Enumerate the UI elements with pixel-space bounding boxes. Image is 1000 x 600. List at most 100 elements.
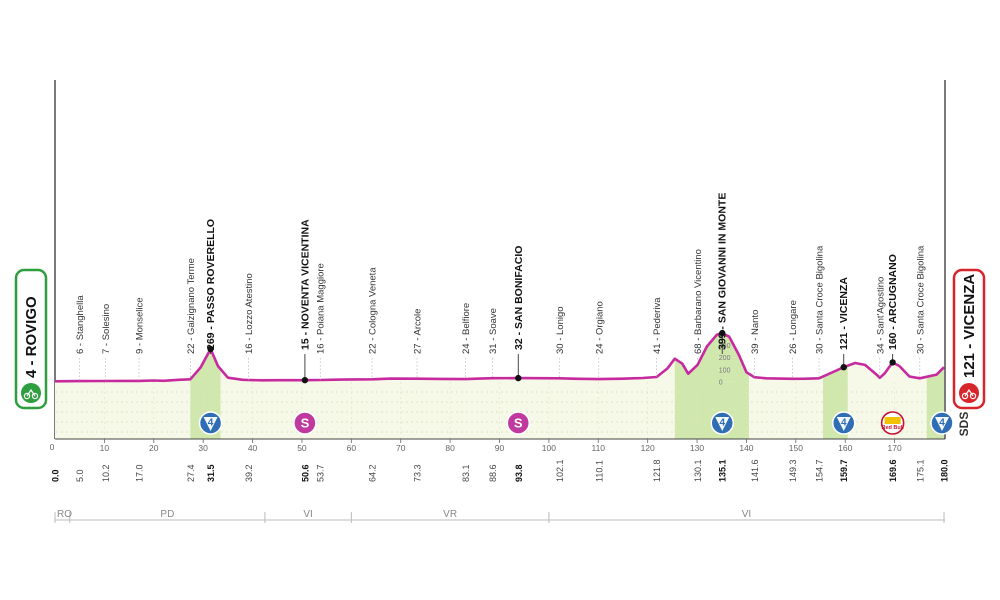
waypoint-label-8: 22 - Cologna Veneta: [368, 267, 379, 354]
waypoint-km-14: 110.1: [594, 460, 604, 482]
waypoint-dot-4: [207, 345, 214, 353]
sponsor-mark: SDS: [957, 412, 971, 437]
waypoint-label-7: 16 - Poiana Maggiore: [316, 263, 327, 354]
x-tick-10: 10: [100, 443, 110, 453]
x-tick-150: 150: [789, 443, 803, 453]
redbull-marker-sun-5: [884, 417, 901, 424]
waypoint-km-5: 39.2: [244, 464, 254, 482]
profile-line: [54, 331, 945, 383]
province-label-3: VR: [443, 509, 457, 520]
start-badge-icon-wheel-b: [31, 392, 39, 400]
waypoint-label-4: 269 - PASSO ROVERELLO: [205, 219, 217, 350]
waypoint-label-23: 160 - ARCUGNANO: [887, 254, 899, 350]
waypoint-km-17: 135.1: [718, 459, 728, 482]
start-finish-badges: 4 - ROVIGO 121 - VICENZA: [14, 268, 986, 410]
x-tick-100: 100: [542, 443, 556, 453]
start-badge-icon: [21, 383, 41, 403]
waypoint-label-5: 16 - Lozzo Atestino: [244, 273, 255, 354]
waypoint-km-3: 27.4: [186, 464, 196, 482]
waypoint-label-17: 399 - SAN GIOVANNI IN MONTE: [717, 193, 729, 350]
waypoint-dot-21: [840, 363, 847, 371]
x-tick-40: 40: [248, 443, 258, 453]
waypoint-km-16: 130.1: [693, 459, 703, 482]
gpm-marker-text-0: 4: [208, 418, 214, 429]
waypoint-label-22: 34 - Sant'Agostino: [875, 277, 886, 354]
waypoint-label-0: 6 - Stanghella: [75, 295, 86, 354]
x-tick-20: 20: [149, 443, 159, 453]
waypoint-label-2: 9 - Monselice: [134, 298, 145, 355]
race-markers: 4 S S 4 4 Red Bull 4 SDS: [198, 411, 971, 437]
altitude-tick-0: 0: [719, 380, 723, 387]
waypoint-label-19: 26 - Longare: [788, 300, 799, 354]
redbull-marker-text-5: Red Bull: [881, 425, 904, 431]
x-tick-90: 90: [495, 443, 505, 453]
waypoint-km-18: 141.6: [750, 459, 760, 482]
province-bar: RO PD VI VR VI: [54, 509, 945, 523]
finish-badge-label: 121 - VICENZA: [961, 274, 978, 378]
sprint-marker-text-2: S: [514, 416, 523, 431]
gpm-marker-triangle-0: [203, 417, 218, 431]
waypoint-label-16: 68 - Barbarano Vicentino: [693, 249, 704, 354]
waypoint-km-8: 64.2: [368, 464, 378, 482]
altitude-tick-200: 200: [719, 355, 731, 362]
waypoint-km-23: 169.6: [888, 459, 898, 482]
start-badge-label: 4 - ROVIGO: [23, 296, 40, 378]
waypoint-leader-lines: [79, 329, 921, 384]
waypoint-label-3: 22 - Galzignano Terme: [186, 258, 197, 354]
waypoint-km-12: 93.8: [514, 464, 524, 482]
sprint-marker-1: [293, 411, 317, 435]
waypoint-dot-17: [719, 329, 726, 337]
waypoint-km-0: 5.0: [75, 469, 85, 482]
altitude-grid: [54, 80, 946, 439]
waypoint-label-20: 30 - Santa Croce Bigolina: [815, 245, 826, 354]
waypoint-km-21: 159.7: [839, 459, 849, 482]
x-tick-50: 50: [297, 443, 307, 453]
sprint-marker-text-1: S: [301, 416, 310, 431]
gpm-marker-text-6: 4: [939, 418, 945, 429]
waypoint-km-19: 149.3: [788, 459, 798, 482]
start-badge-icon-wheel-a: [23, 392, 31, 400]
waypoint-label-9: 27 - Arcole: [413, 309, 424, 354]
km-labels: 5.0 10.2 17.0 27.4 31.5 39.2 50.6 53.7 64.2 73.3 8…: [51, 459, 950, 482]
distance-axis: 0 10 20 30 40 50 60 70 80 90 100 110 120 130 140 150 160…: [50, 438, 945, 453]
waypoint-dot-12: [515, 374, 522, 382]
waypoint-km-11: 88.6: [488, 464, 498, 482]
waypoint-labels: 6 - Stanghella 7 - Solesino 9 - Monselice 2…: [75, 193, 926, 354]
waypoint-label-21: 121 - VICENZA: [838, 277, 850, 350]
finish-badge-frame: [952, 268, 986, 410]
gpm-marker-text-3: 4: [719, 418, 725, 429]
x-tick-160: 160: [838, 443, 852, 453]
waypoint-km-13: 102.1: [555, 459, 565, 482]
finish-badge-icon-frame: [964, 388, 974, 397]
waypoint-km-7: 53.7: [316, 464, 326, 482]
x-tick-80: 80: [445, 443, 455, 453]
gpm-marker-triangle-6: [935, 417, 949, 431]
altitude-tick-300: 300: [719, 343, 731, 350]
waypoint-label-12: 32 - SAN BONIFACIO: [513, 246, 525, 350]
finish-badge-icon-wheel-a: [961, 392, 969, 400]
waypoint-km-24: 175.1: [915, 459, 925, 482]
waypoint-km-10: 83.1: [461, 464, 471, 482]
x-tick-130: 130: [690, 443, 704, 453]
waypoint-label-6: 15 - NOVENTA VICENTINA: [299, 219, 311, 350]
province-label-2: VI: [303, 509, 312, 520]
start-km-label: 0.0: [51, 469, 61, 482]
x-tick-120: 120: [641, 443, 655, 453]
sprint-marker-2: [506, 411, 531, 435]
waypoint-label-24: 30 - Santa Croce Bigolina: [915, 245, 926, 354]
gpm-marker-text-4: 4: [841, 418, 847, 429]
x-tick-110: 110: [591, 443, 605, 453]
waypoint-label-13: 30 - Lonigo: [555, 306, 566, 354]
finish-badge-icon: [959, 383, 979, 403]
waypoint-km-2: 17.0: [134, 464, 144, 482]
waypoint-label-11: 31 - Soave: [488, 308, 499, 354]
waypoint-dot-6: [301, 376, 309, 384]
waypoint-label-14: 24 - Orgiano: [594, 301, 605, 354]
x-tick-170: 170: [888, 443, 902, 453]
gpm-marker-triangle-3: [715, 417, 730, 431]
waypoint-km-6: 50.6: [300, 464, 310, 482]
start-badge-icon-frame: [26, 388, 36, 397]
waypoint-dot-23: [889, 359, 896, 366]
finish-km-label: 180.0: [940, 459, 950, 482]
